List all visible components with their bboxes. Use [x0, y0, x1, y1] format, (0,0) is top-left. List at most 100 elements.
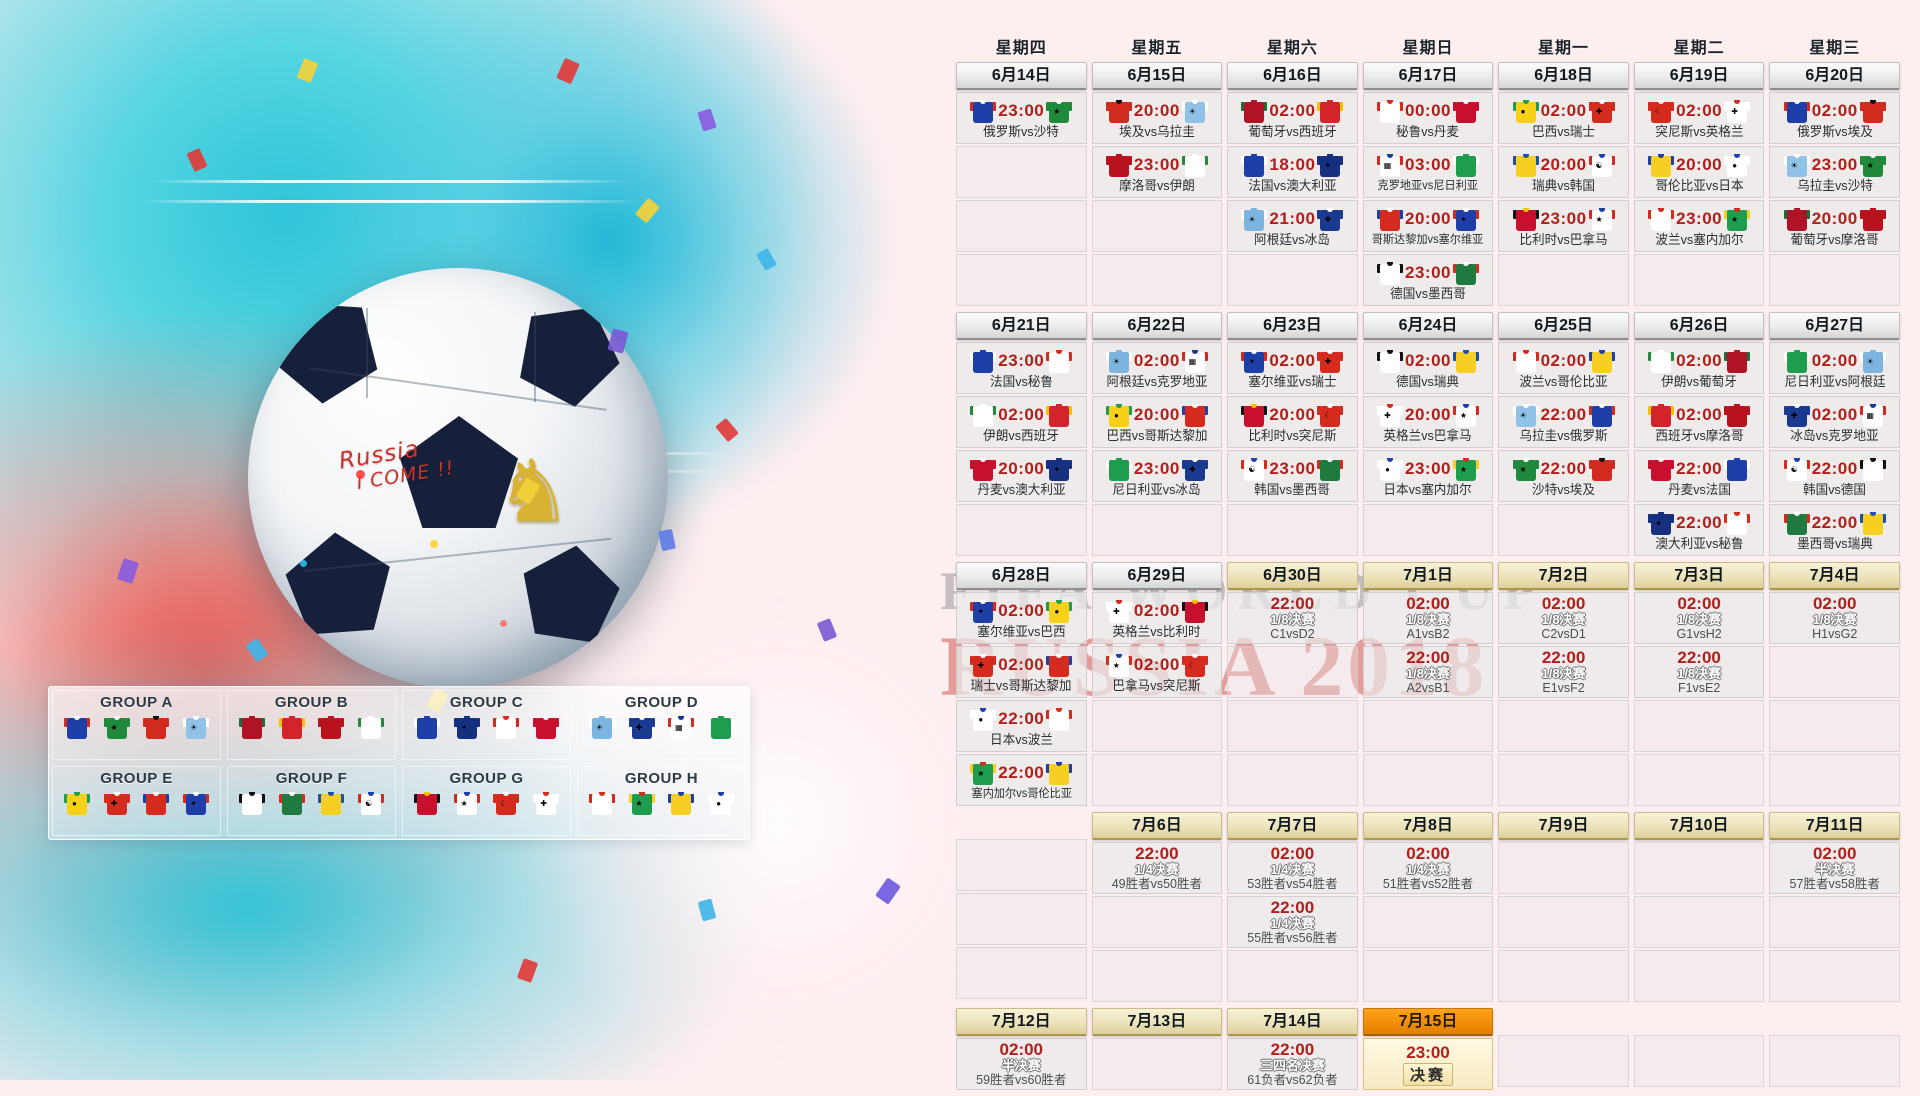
- date-header[interactable]: 7月6日: [1091, 812, 1223, 840]
- knockout-match-card[interactable]: 02:00 半决赛 57胜者vs58胜者: [1769, 842, 1900, 894]
- date-header[interactable]: 6月22日: [1091, 312, 1223, 340]
- date-header[interactable]: 7月7日: [1227, 812, 1358, 840]
- knockout-match-card[interactable]: 22:00 1/8决赛 E1vsF2: [1498, 646, 1629, 698]
- date-header[interactable]: 6月23日: [1227, 312, 1358, 340]
- group-match-card[interactable]: ★ 02:00 ☾ 巴拿马vs突尼斯: [1091, 646, 1223, 698]
- date-header[interactable]: 7月14日: [1227, 1008, 1358, 1036]
- group-match-card[interactable]: 20:00 ☀ 埃及vs乌拉圭: [1091, 92, 1223, 144]
- group-match-card[interactable]: 23:00 ★ 比利时vs巴拿马: [1498, 200, 1629, 252]
- date-header[interactable]: 7月11日: [1769, 812, 1900, 840]
- knockout-match-card[interactable]: 02:00 1/4决赛 51胜者vs52胜者: [1362, 842, 1494, 894]
- date-header[interactable]: 7月4日: [1769, 562, 1900, 590]
- knockout-match-card[interactable]: 22:00 1/8决赛 F1vsE2: [1633, 646, 1765, 698]
- date-header[interactable]: 6月17日: [1362, 62, 1494, 90]
- knockout-match-card[interactable]: 22:00 1/8决赛 A2vsB1: [1362, 646, 1494, 698]
- group-match-card[interactable]: 00:00 秘鲁vs丹麦: [1362, 92, 1494, 144]
- group-match-card[interactable]: ☀ 22:00 乌拉圭vs俄罗斯: [1498, 396, 1629, 448]
- group-match-card[interactable]: 02:00 伊朗vs葡萄牙: [1633, 342, 1765, 394]
- date-header[interactable]: 6月16日: [1227, 62, 1358, 90]
- date-header[interactable]: 6月19日: [1633, 62, 1765, 90]
- group-match-card[interactable]: ★ 22:00 塞内加尔vs哥伦比亚: [956, 754, 1087, 806]
- group-match-card[interactable]: ☀ 23:00 ★ 乌拉圭vs沙特: [1769, 146, 1900, 198]
- group-match-card[interactable]: 20:00 ☯ 瑞典vs韩国: [1498, 146, 1629, 198]
- group-match-card[interactable]: 02:00 西班牙vs摩洛哥: [1633, 396, 1765, 448]
- group-match-card[interactable]: 20:00 ● 哥伦比亚vs日本: [1633, 146, 1765, 198]
- group-match-card[interactable]: ● 02:00 ✚ 巴西vs瑞士: [1498, 92, 1629, 144]
- group-match-card[interactable]: ☯ 22:00 韩国vs德国: [1769, 450, 1900, 502]
- group-match-card[interactable]: 20:00 葡萄牙vs摩洛哥: [1769, 200, 1900, 252]
- group-box-B[interactable]: GROUP B: [227, 690, 396, 760]
- date-header[interactable]: 7月3日: [1633, 562, 1765, 590]
- group-match-card[interactable]: ★ 22:00 沙特vs埃及: [1498, 450, 1629, 502]
- knockout-match-card[interactable]: 02:00 1/8决赛 H1vsG2: [1769, 592, 1900, 644]
- group-box-C[interactable]: GROUP C ✦: [402, 690, 571, 760]
- group-match-card[interactable]: ☯ 23:00 韩国vs墨西哥: [1227, 450, 1358, 502]
- date-header[interactable]: 7月13日: [1091, 1008, 1223, 1036]
- knockout-match-card[interactable]: 02:00 半决赛 59胜者vs60胜者: [956, 1038, 1087, 1090]
- date-header[interactable]: 6月26日: [1633, 312, 1765, 340]
- date-header[interactable]: 6月20日: [1769, 62, 1900, 90]
- date-header[interactable]: 6月15日: [1091, 62, 1223, 90]
- group-match-card[interactable]: ☀ 02:00 ▦ 阿根廷vs克罗地亚: [1091, 342, 1223, 394]
- knockout-match-card[interactable]: 22:00 1/4决赛 55胜者vs56胜者: [1227, 896, 1358, 948]
- group-match-card[interactable]: ✚ 02:00 英格兰vs比利时: [1091, 592, 1223, 644]
- date-header[interactable]: 6月24日: [1362, 312, 1494, 340]
- knockout-match-card[interactable]: 02:00 1/8决赛 G1vsH2: [1633, 592, 1765, 644]
- date-header[interactable]: 7月15日: [1362, 1008, 1494, 1036]
- group-match-card[interactable]: 20:00 ✦ 丹麦vs澳大利亚: [956, 450, 1087, 502]
- group-box-G[interactable]: GROUP G ★ ☾ ✚: [402, 766, 571, 836]
- date-header[interactable]: 7月10日: [1633, 812, 1765, 840]
- date-header[interactable]: 6月25日: [1498, 312, 1629, 340]
- group-match-card[interactable]: 23:00 ★ 俄罗斯vs沙特: [956, 92, 1087, 144]
- final-match-card[interactable]: 23:00 决赛: [1362, 1038, 1494, 1090]
- date-header[interactable]: 7月12日: [956, 1008, 1087, 1036]
- date-header[interactable]: 6月21日: [956, 312, 1087, 340]
- date-header[interactable]: 6月14日: [956, 62, 1087, 90]
- group-match-card[interactable]: 22:00 丹麦vs法国: [1633, 450, 1765, 502]
- date-header[interactable]: 6月18日: [1498, 62, 1629, 90]
- group-box-H[interactable]: GROUP H ★ ●: [577, 766, 746, 836]
- group-match-card[interactable]: 02:00 德国vs瑞典: [1362, 342, 1494, 394]
- group-match-card[interactable]: ✦ 02:00 ✚ 塞尔维亚vs瑞士: [1227, 342, 1358, 394]
- group-match-card[interactable]: 02:00 波兰vs哥伦比亚: [1498, 342, 1629, 394]
- knockout-match-card[interactable]: 22:00 1/8决赛 C1vsD2: [1227, 592, 1358, 644]
- group-box-E[interactable]: GROUP E ● ✚ ✦: [52, 766, 221, 836]
- group-match-card[interactable]: 23:00 德国vs墨西哥: [1362, 254, 1494, 306]
- knockout-match-card[interactable]: 22:00 1/4决赛 49胜者vs50胜者: [1091, 842, 1223, 894]
- group-match-card[interactable]: 22:00 墨西哥vs瑞典: [1769, 504, 1900, 556]
- group-box-A[interactable]: GROUP A ★ ☀: [52, 690, 221, 760]
- group-match-card[interactable]: 23:00 摩洛哥vs伊朗: [1091, 146, 1223, 198]
- group-match-card[interactable]: ☀ 21:00 ✚ 阿根廷vs冰岛: [1227, 200, 1358, 252]
- date-header[interactable]: 7月2日: [1498, 562, 1629, 590]
- group-match-card[interactable]: 20:00 ✦ 哥斯达黎加vs塞尔维亚: [1362, 200, 1494, 252]
- group-box-D[interactable]: GROUP D ☀ ✚ ▦: [577, 690, 746, 760]
- group-match-card[interactable]: ✚ 02:00 ▦ 冰岛vs克罗地亚: [1769, 396, 1900, 448]
- knockout-match-card[interactable]: 02:00 1/8决赛 A1vsB2: [1362, 592, 1494, 644]
- group-match-card[interactable]: ☾ 02:00 ✚ 突尼斯vs英格兰: [1633, 92, 1765, 144]
- group-match-card[interactable]: 23:00 法国vs秘鲁: [956, 342, 1087, 394]
- group-match-card[interactable]: ✦ 02:00 ● 塞尔维亚vs巴西: [956, 592, 1087, 644]
- group-match-card[interactable]: ✦ 22:00 澳大利亚vs秘鲁: [1633, 504, 1765, 556]
- date-header[interactable]: 6月29日: [1091, 562, 1223, 590]
- date-header[interactable]: 6月28日: [956, 562, 1087, 590]
- group-match-card[interactable]: 02:00 俄罗斯vs埃及: [1769, 92, 1900, 144]
- group-match-card[interactable]: 02:00 伊朗vs西班牙: [956, 396, 1087, 448]
- group-box-F[interactable]: GROUP F ☯: [227, 766, 396, 836]
- date-header[interactable]: 6月27日: [1769, 312, 1900, 340]
- group-match-card[interactable]: 18:00 ✦ 法国vs澳大利亚: [1227, 146, 1358, 198]
- date-header[interactable]: 7月9日: [1498, 812, 1629, 840]
- group-match-card[interactable]: 23:00 ★ 波兰vs塞内加尔: [1633, 200, 1765, 252]
- group-match-card[interactable]: ● 23:00 ★ 日本vs塞内加尔: [1362, 450, 1494, 502]
- knockout-match-card[interactable]: 22:00 三四名决赛 61负者vs62负者: [1227, 1038, 1358, 1090]
- date-header[interactable]: 7月8日: [1362, 812, 1494, 840]
- group-match-card[interactable]: ✚ 02:00 瑞士vs哥斯达黎加: [956, 646, 1087, 698]
- group-match-card[interactable]: ▦ 03:00 克罗地亚vs尼日利亚: [1362, 146, 1494, 198]
- knockout-match-card[interactable]: 02:00 1/8决赛 C2vsD1: [1498, 592, 1629, 644]
- date-header[interactable]: 7月1日: [1362, 562, 1494, 590]
- group-match-card[interactable]: 02:00 葡萄牙vs西班牙: [1227, 92, 1358, 144]
- group-match-card[interactable]: 23:00 ✚ 尼日利亚vs冰岛: [1091, 450, 1223, 502]
- group-match-card[interactable]: ● 22:00 日本vs波兰: [956, 700, 1087, 752]
- group-match-card[interactable]: ✚ 20:00 ★ 英格兰vs巴拿马: [1362, 396, 1494, 448]
- group-match-card[interactable]: 02:00 ☀ 尼日利亚vs阿根廷: [1769, 342, 1900, 394]
- group-match-card[interactable]: ● 20:00 巴西vs哥斯达黎加: [1091, 396, 1223, 448]
